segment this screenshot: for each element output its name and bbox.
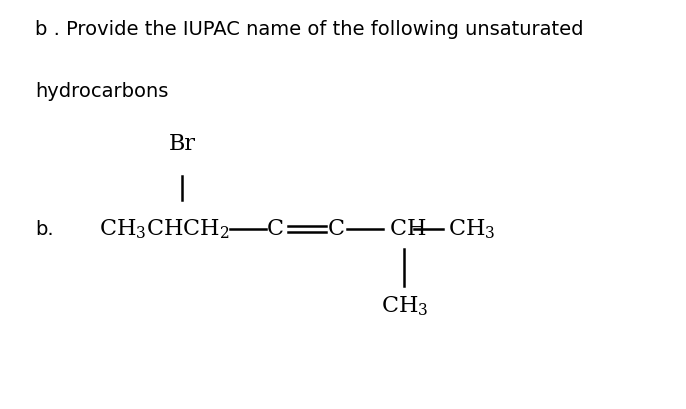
- Text: $\mathregular{CH}$: $\mathregular{CH}$: [389, 218, 426, 240]
- Text: hydrocarbons: hydrocarbons: [35, 82, 169, 101]
- Text: $\mathregular{CH_3}$: $\mathregular{CH_3}$: [448, 217, 495, 241]
- Text: $\mathregular{CH_3}$: $\mathregular{CH_3}$: [381, 294, 428, 318]
- Text: C: C: [267, 218, 283, 240]
- Text: $\mathregular{CH_3CHCH_2}$: $\mathregular{CH_3CHCH_2}$: [99, 217, 230, 241]
- Text: b . Provide the IUPAC name of the following unsaturated: b . Provide the IUPAC name of the follow…: [35, 20, 584, 39]
- Text: Br: Br: [169, 133, 196, 155]
- Text: C: C: [327, 218, 344, 240]
- Text: b.: b.: [35, 220, 54, 238]
